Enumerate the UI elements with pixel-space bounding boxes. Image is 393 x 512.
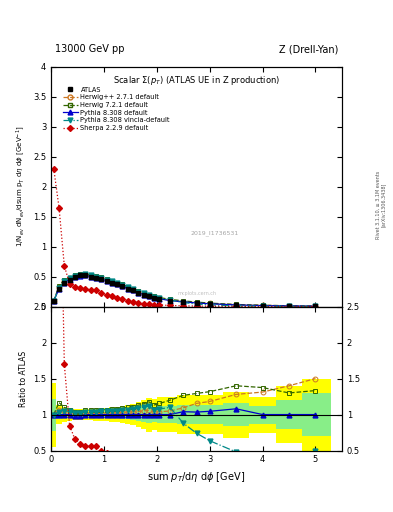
Bar [146,406,152,423]
Bar [72,409,77,420]
Bar [165,406,177,423]
Bar [136,402,141,427]
Bar [125,405,130,424]
Bar [250,397,276,433]
Bar [250,406,276,423]
Bar [203,405,223,424]
Bar [99,412,104,418]
Bar [109,408,114,422]
Text: 13000 GeV pp: 13000 GeV pp [55,44,125,54]
Bar [141,400,146,429]
Bar [146,398,152,432]
Bar [120,410,125,419]
Bar [56,410,62,419]
Bar [114,407,120,422]
Bar [190,404,203,424]
Text: Z (Drell-Yan): Z (Drell-Yan) [279,44,338,54]
Bar [152,399,157,430]
Bar [120,406,125,423]
Bar [94,412,99,418]
Bar [104,408,109,421]
Y-axis label: 1/N$_{ev}$ dN$_{ev}$/dsum p$_T$ d$\eta$ d$\phi$ [GeV$^{-1}$]: 1/N$_{ev}$ dN$_{ev}$/dsum p$_T$ d$\eta$ … [15,126,28,247]
Bar [88,409,94,420]
Bar [109,411,114,418]
Bar [67,411,72,418]
Bar [302,393,331,436]
Bar [125,410,130,419]
Bar [56,405,62,424]
Bar [104,411,109,418]
Text: Rivet 3.1.10, ≥ 3.1M events: Rivet 3.1.10, ≥ 3.1M events [376,170,381,239]
Bar [190,395,203,434]
Bar [88,412,94,417]
X-axis label: sum $p_T$/d$\eta$ d$\phi$ [GeV]: sum $p_T$/d$\eta$ d$\phi$ [GeV] [147,470,246,484]
Bar [130,404,136,425]
Text: Scalar $\Sigma(p_T)$ (ATLAS UE in Z production): Scalar $\Sigma(p_T)$ (ATLAS UE in Z prod… [113,74,280,87]
Bar [223,403,250,426]
Bar [83,409,88,420]
Bar [99,408,104,421]
Bar [51,382,56,446]
Bar [203,395,223,434]
Bar [51,398,56,431]
Bar [83,412,88,417]
Bar [165,397,177,432]
Bar [223,392,250,438]
Bar [177,395,190,434]
Bar [77,409,83,420]
Bar [114,411,120,418]
Bar [72,412,77,417]
Bar [62,408,67,422]
Bar [136,408,141,421]
Y-axis label: Ratio to ATLAS: Ratio to ATLAS [18,351,28,407]
Bar [177,405,190,424]
Text: [arXiv:1306.3438]: [arXiv:1306.3438] [381,183,386,227]
Bar [157,397,165,432]
Text: mcplots.cern.ch: mcplots.cern.ch [177,291,216,295]
Bar [302,378,331,451]
Bar [67,408,72,421]
Bar [276,386,302,443]
Bar [157,406,165,423]
Bar [152,407,157,422]
Bar [130,409,136,420]
Legend: ATLAS, Herwig++ 2.7.1 default, Herwig 7.2.1 default, Pythia 8.308 default, Pythi: ATLAS, Herwig++ 2.7.1 default, Herwig 7.… [63,87,170,131]
Bar [141,408,146,422]
Bar [77,412,83,417]
Bar [62,411,67,418]
Bar [276,400,302,429]
Text: 2019_I1736531: 2019_I1736531 [191,230,239,236]
Bar [94,409,99,420]
